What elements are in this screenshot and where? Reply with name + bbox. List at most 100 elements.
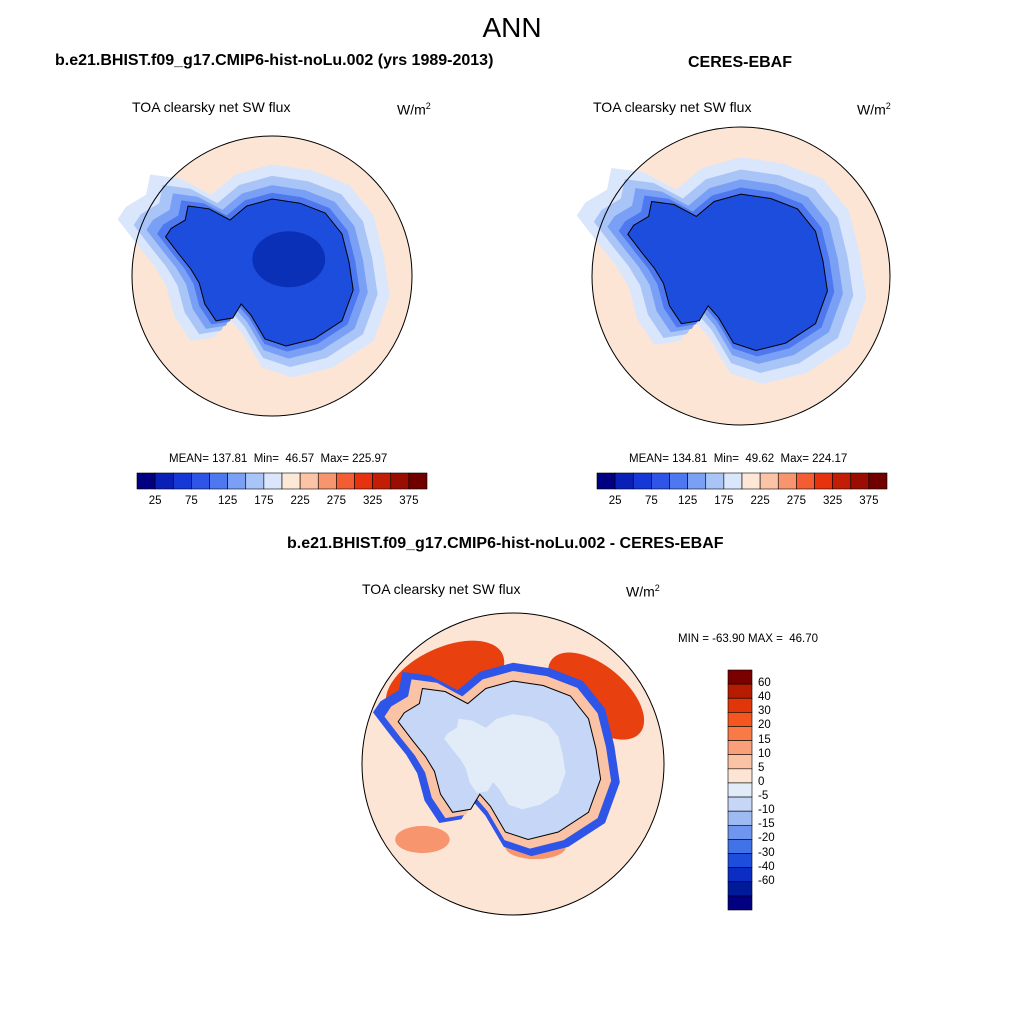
diff-map-map-border bbox=[361, 612, 665, 916]
colorbar-model-tick-label: 375 bbox=[399, 495, 419, 507]
colorbar-diff-swatch-12 bbox=[727, 839, 753, 854]
colorbar-model-swatch-9 bbox=[299, 472, 319, 490]
colorbar-diff-tick-label: 60 bbox=[758, 677, 771, 690]
diff-map-red-patch-2 bbox=[547, 652, 645, 740]
colorbar-diff-swatch-0 bbox=[727, 669, 753, 685]
panel-model-units: W/m2 bbox=[397, 101, 431, 118]
colorbar-obs-swatch-2 bbox=[632, 472, 652, 490]
colorbar-model-swatch-6 bbox=[245, 472, 265, 490]
diff-map-ice-core bbox=[444, 714, 566, 810]
diff-map-red-patch-4 bbox=[395, 825, 450, 854]
colorbar-obs-swatch-0 bbox=[596, 472, 616, 490]
colorbar-diff-tick-label: 10 bbox=[758, 747, 771, 760]
panel-model-title: b.e21.BHIST.f09_g17.CMIP6-hist-noLu.002 … bbox=[55, 52, 494, 69]
colorbar-diff-swatch-15 bbox=[727, 881, 753, 897]
colorbar-model-swatch-2 bbox=[172, 472, 192, 490]
colorbar-diff-tick-label: -30 bbox=[758, 846, 775, 859]
colorbar-model-swatch-5 bbox=[227, 472, 247, 490]
panel-obs-units: W/m2 bbox=[857, 101, 891, 118]
colorbar-diff-swatch-13 bbox=[727, 853, 753, 868]
colorbar-diff-swatch-2 bbox=[727, 697, 753, 713]
colorbar-diff-tick-label: 30 bbox=[758, 705, 771, 718]
colorbar-model-swatch-13 bbox=[372, 472, 392, 490]
colorbar-obs-swatch-14 bbox=[850, 472, 870, 490]
colorbar-obs-swatch-6 bbox=[705, 472, 725, 490]
panel-model-stats: MEAN= 137.81 Min= 46.57 Max= 225.97 bbox=[169, 453, 388, 465]
colorbar-model-swatch-10 bbox=[317, 472, 337, 490]
page-title: ANN bbox=[482, 12, 542, 43]
colorbar-diff-swatch-8 bbox=[727, 782, 753, 798]
obs-map-coastline bbox=[627, 193, 828, 352]
colorbar-model-tick-label: 125 bbox=[218, 495, 238, 507]
colorbar-obs-tick-label: 175 bbox=[714, 495, 734, 507]
colorbar-model-swatch-11 bbox=[336, 472, 355, 490]
colorbar-model-swatch-0 bbox=[136, 472, 156, 490]
colorbar-obs-swatch-4 bbox=[669, 472, 688, 490]
colorbar-model-tick-label: 25 bbox=[148, 495, 162, 507]
colorbar-diff-swatch-10 bbox=[727, 810, 753, 826]
colorbar-obs-swatch-8 bbox=[741, 472, 761, 490]
colorbar-obs-tick-label: 275 bbox=[786, 495, 806, 507]
colorbar-model-swatch-1 bbox=[154, 472, 174, 490]
colorbar-diff-tick-label: -15 bbox=[758, 818, 775, 831]
colorbar-model-swatch-15 bbox=[408, 472, 428, 490]
colorbar-diff-swatch-4 bbox=[727, 726, 753, 741]
colorbar-model-tick-label: 225 bbox=[290, 495, 310, 507]
colorbar-model-swatch-7 bbox=[263, 472, 283, 490]
diff-map-coastline bbox=[397, 680, 602, 841]
diff-panel-units: W/m2 bbox=[626, 583, 660, 600]
colorbar-diff-tick-label: -10 bbox=[758, 804, 775, 817]
model-map-ice-core bbox=[252, 231, 326, 288]
colorbar-diff-swatch-6 bbox=[727, 754, 753, 770]
colorbar-obs-tick-label: 75 bbox=[644, 495, 658, 507]
colorbar-diff-swatch-7 bbox=[727, 768, 753, 784]
panel-obs-title: CERES-EBAF bbox=[688, 54, 793, 71]
model-map-map-border bbox=[131, 135, 413, 417]
colorbar-diff-tick-label: -5 bbox=[758, 790, 769, 803]
colorbar-model-swatch-4 bbox=[209, 472, 228, 490]
colorbar-model-tick-label: 325 bbox=[363, 495, 383, 507]
obs-map-ice-sheet bbox=[627, 194, 828, 351]
colorbar-obs-tick-label: 325 bbox=[823, 495, 843, 507]
model-map-coastline bbox=[164, 198, 354, 347]
colorbar-diff-swatch-5 bbox=[727, 740, 753, 756]
colorbar-diff-swatch-14 bbox=[727, 867, 753, 883]
colorbar-obs-swatch-15 bbox=[868, 472, 888, 490]
diff-panel-variable: TOA clearsky net SW flux bbox=[362, 581, 521, 597]
colorbar-obs-swatch-7 bbox=[723, 472, 743, 490]
colorbar-diff-swatch-11 bbox=[727, 824, 753, 840]
colorbar-model-swatch-8 bbox=[281, 472, 301, 490]
colorbar-obs-swatch-3 bbox=[651, 472, 670, 490]
colorbar-diff-swatch-3 bbox=[727, 712, 753, 727]
colorbar-model-swatch-14 bbox=[390, 472, 410, 490]
colorbar-obs-tick-label: 225 bbox=[750, 495, 770, 507]
colorbar-obs-swatch-11 bbox=[796, 472, 815, 490]
colorbar-obs-swatch-10 bbox=[777, 472, 797, 490]
colorbar-diff-tick-label: 5 bbox=[758, 761, 765, 774]
colorbar-obs-tick-label: 25 bbox=[608, 495, 622, 507]
colorbar-diff-tick-label: -40 bbox=[758, 860, 775, 873]
colorbar-model-tick-label: 275 bbox=[326, 495, 346, 507]
colorbar-obs-swatch-5 bbox=[687, 472, 707, 490]
diff-panel-stats: MIN = -63.90 MAX = 46.70 bbox=[678, 633, 818, 645]
colorbar-obs-tick-label: 375 bbox=[859, 495, 879, 507]
colorbar-diff-swatch-9 bbox=[727, 796, 753, 812]
colorbar-obs-swatch-9 bbox=[759, 472, 779, 490]
colorbar-diff-tick-label: 15 bbox=[758, 733, 771, 746]
colorbar-diff-tick-label: -20 bbox=[758, 832, 775, 845]
colorbar-diff-tick-label: 0 bbox=[758, 775, 765, 788]
colorbar-model-tick-label: 175 bbox=[254, 495, 274, 507]
colorbar-obs-swatch-13 bbox=[832, 472, 852, 490]
colorbar-diff-tick-label: 20 bbox=[758, 719, 771, 732]
colorbar-obs-swatch-12 bbox=[814, 472, 833, 490]
colorbar-model-tick-label: 75 bbox=[184, 495, 198, 507]
colorbar-obs-swatch-1 bbox=[614, 472, 634, 490]
panel-obs-variable: TOA clearsky net SW flux bbox=[593, 99, 752, 115]
colorbar-obs-tick-label: 125 bbox=[678, 495, 698, 507]
colorbar-model-swatch-3 bbox=[191, 472, 210, 490]
panel-model-variable: TOA clearsky net SW flux bbox=[132, 99, 291, 115]
panel-obs-stats: MEAN= 134.81 Min= 49.62 Max= 224.17 bbox=[629, 453, 848, 465]
obs-map-map-border bbox=[591, 126, 891, 426]
colorbar-diff-swatch-16 bbox=[727, 895, 753, 911]
